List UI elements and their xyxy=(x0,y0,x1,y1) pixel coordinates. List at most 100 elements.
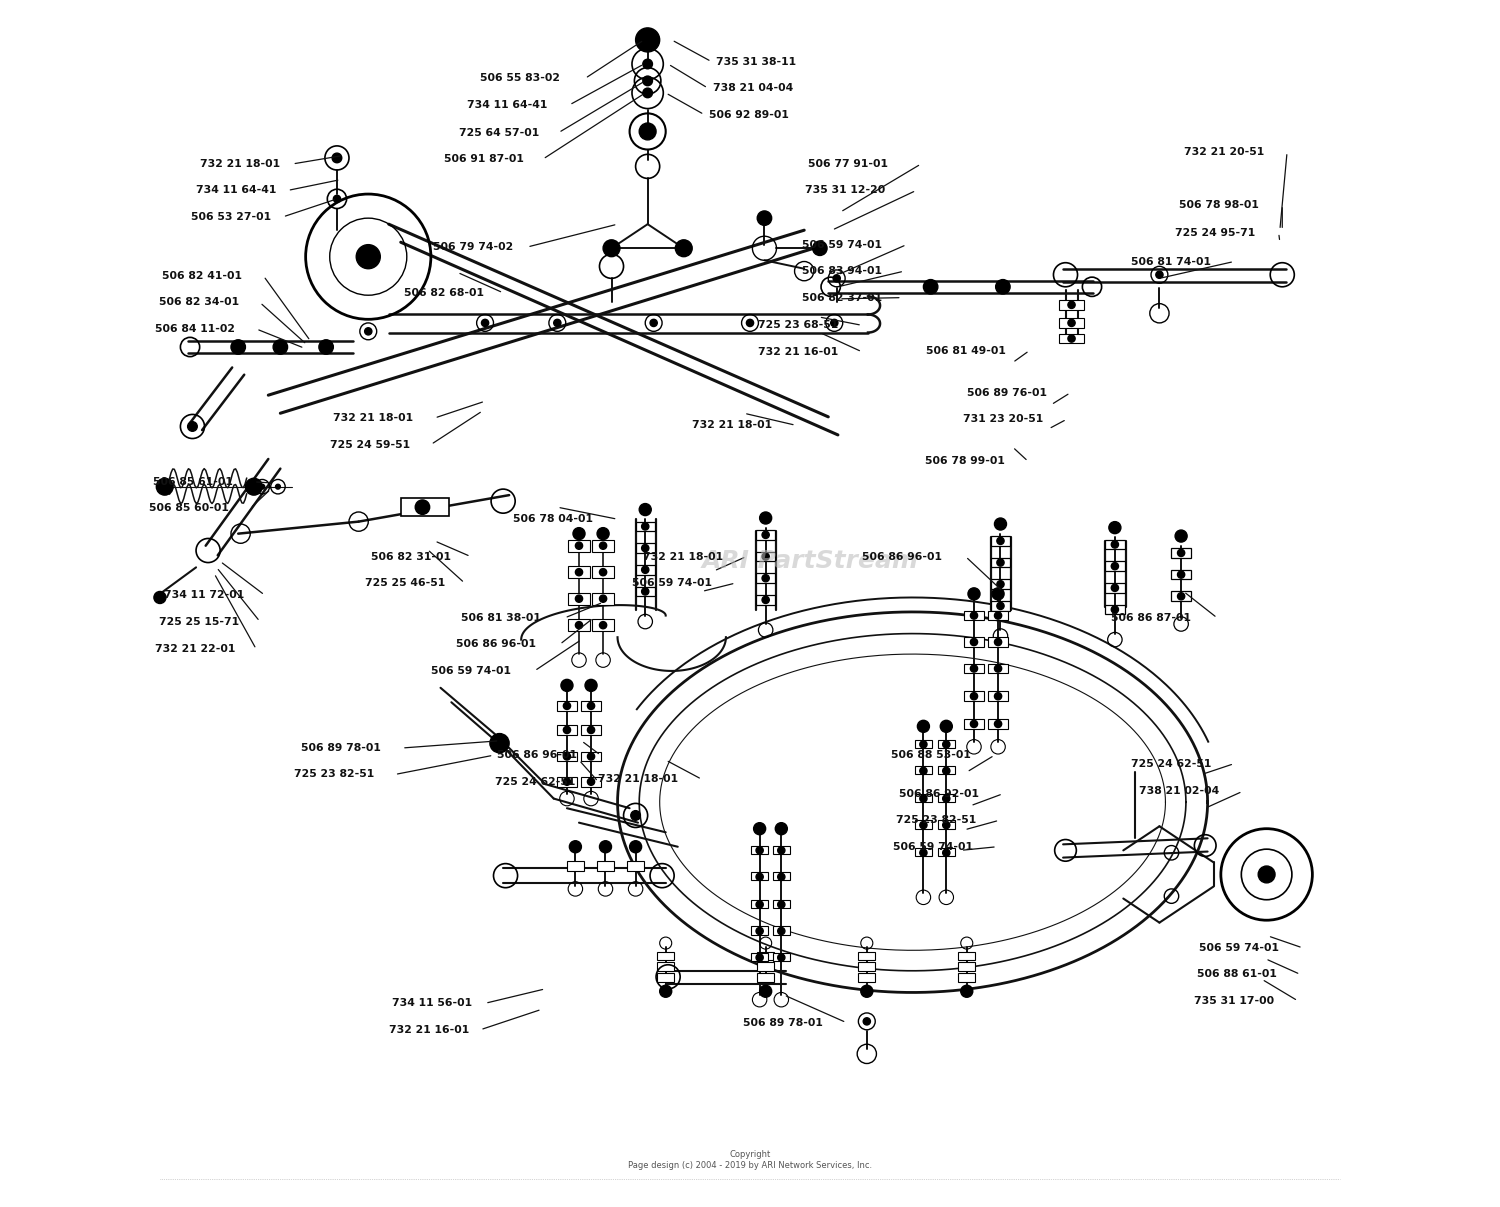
Bar xyxy=(1172,570,1191,579)
Circle shape xyxy=(416,500,429,514)
Circle shape xyxy=(231,340,246,354)
Circle shape xyxy=(597,527,609,540)
Circle shape xyxy=(998,559,1004,566)
Text: 732 21 16-01: 732 21 16-01 xyxy=(759,346,839,357)
Circle shape xyxy=(1068,336,1076,342)
Circle shape xyxy=(332,153,342,163)
Text: 506 85 60-01: 506 85 60-01 xyxy=(148,503,230,513)
Text: 732 21 16-01: 732 21 16-01 xyxy=(388,1025,470,1034)
Circle shape xyxy=(970,665,978,672)
Bar xyxy=(958,973,975,981)
Circle shape xyxy=(573,527,585,540)
Circle shape xyxy=(920,850,927,857)
Bar xyxy=(597,862,613,870)
Circle shape xyxy=(600,622,606,629)
Text: 734 11 56-01: 734 11 56-01 xyxy=(393,998,472,1008)
Bar xyxy=(752,871,768,880)
Bar xyxy=(657,962,674,970)
Circle shape xyxy=(490,734,508,753)
Circle shape xyxy=(642,523,650,530)
Text: 506 86 96-01: 506 86 96-01 xyxy=(456,640,536,649)
Bar xyxy=(636,565,656,575)
Text: 506 89 76-01: 506 89 76-01 xyxy=(968,387,1047,398)
Circle shape xyxy=(762,596,770,604)
Text: 734 11 64-41: 734 11 64-41 xyxy=(196,186,276,196)
Circle shape xyxy=(644,88,652,98)
Bar xyxy=(1106,561,1125,571)
Circle shape xyxy=(600,542,606,549)
Bar xyxy=(568,566,590,578)
Text: 506 82 37-01: 506 82 37-01 xyxy=(802,292,882,303)
Circle shape xyxy=(756,927,764,934)
Text: 725 24 59-51: 725 24 59-51 xyxy=(330,439,410,449)
Bar xyxy=(772,952,789,961)
Bar xyxy=(938,766,954,775)
Bar xyxy=(858,973,874,981)
Bar xyxy=(988,719,1008,729)
Bar xyxy=(582,752,600,762)
Bar xyxy=(756,530,776,540)
Circle shape xyxy=(576,595,582,602)
Circle shape xyxy=(576,568,582,576)
Bar xyxy=(400,497,448,515)
Bar xyxy=(858,962,874,970)
Circle shape xyxy=(642,544,650,552)
Circle shape xyxy=(1258,865,1275,882)
Circle shape xyxy=(570,841,582,853)
Bar xyxy=(772,926,789,934)
Circle shape xyxy=(588,702,594,710)
Bar xyxy=(1059,334,1083,343)
Circle shape xyxy=(994,612,1002,619)
Text: 734 11 64-41: 734 11 64-41 xyxy=(466,100,548,110)
Text: Copyright
Page design (c) 2004 - 2019 by ARI Network Services, Inc.: Copyright Page design (c) 2004 - 2019 by… xyxy=(628,1150,872,1170)
Circle shape xyxy=(753,823,765,835)
Bar xyxy=(938,740,954,748)
Circle shape xyxy=(1178,593,1185,600)
Bar xyxy=(1059,319,1083,328)
Text: 506 77 91-01: 506 77 91-01 xyxy=(808,159,888,169)
Circle shape xyxy=(188,421,198,431)
Circle shape xyxy=(918,721,930,733)
Bar xyxy=(938,794,954,803)
Text: 506 82 31-01: 506 82 31-01 xyxy=(370,552,450,561)
Circle shape xyxy=(576,542,582,549)
Circle shape xyxy=(642,566,650,573)
Text: 506 59 74-01: 506 59 74-01 xyxy=(632,578,712,588)
Circle shape xyxy=(777,900,784,908)
Bar xyxy=(915,849,932,857)
Bar xyxy=(938,849,954,857)
Bar xyxy=(657,973,674,981)
Circle shape xyxy=(970,721,978,728)
Text: 506 82 34-01: 506 82 34-01 xyxy=(159,297,238,308)
Bar xyxy=(752,952,768,961)
Text: 506 78 04-01: 506 78 04-01 xyxy=(513,514,592,524)
Bar xyxy=(772,846,789,855)
Circle shape xyxy=(650,320,657,327)
Text: 506 85 61-01: 506 85 61-01 xyxy=(153,477,232,486)
Bar xyxy=(558,725,576,735)
Bar xyxy=(1106,540,1125,549)
Text: 506 79 74-02: 506 79 74-02 xyxy=(433,243,513,252)
Bar xyxy=(964,664,984,674)
Circle shape xyxy=(639,123,656,140)
Circle shape xyxy=(998,602,1004,610)
Text: 725 24 62-51: 725 24 62-51 xyxy=(495,777,574,787)
Text: 732 21 18-01: 732 21 18-01 xyxy=(692,420,772,430)
Text: 725 24 95-71: 725 24 95-71 xyxy=(1174,228,1256,238)
Circle shape xyxy=(994,665,1002,672)
Text: 506 59 74-01: 506 59 74-01 xyxy=(894,841,974,852)
Text: 506 81 74-01: 506 81 74-01 xyxy=(1131,257,1210,267)
Bar xyxy=(636,587,656,596)
Circle shape xyxy=(756,900,764,908)
Circle shape xyxy=(813,241,826,256)
Circle shape xyxy=(364,328,372,336)
Text: 732 21 18-01: 732 21 18-01 xyxy=(598,775,678,785)
Text: 725 64 57-01: 725 64 57-01 xyxy=(459,128,538,138)
Bar xyxy=(1106,583,1125,593)
Circle shape xyxy=(831,320,839,327)
Bar xyxy=(1059,301,1083,310)
Text: 506 84 11-02: 506 84 11-02 xyxy=(154,323,236,334)
Bar xyxy=(964,692,984,701)
Circle shape xyxy=(776,823,788,835)
Circle shape xyxy=(1178,549,1185,556)
